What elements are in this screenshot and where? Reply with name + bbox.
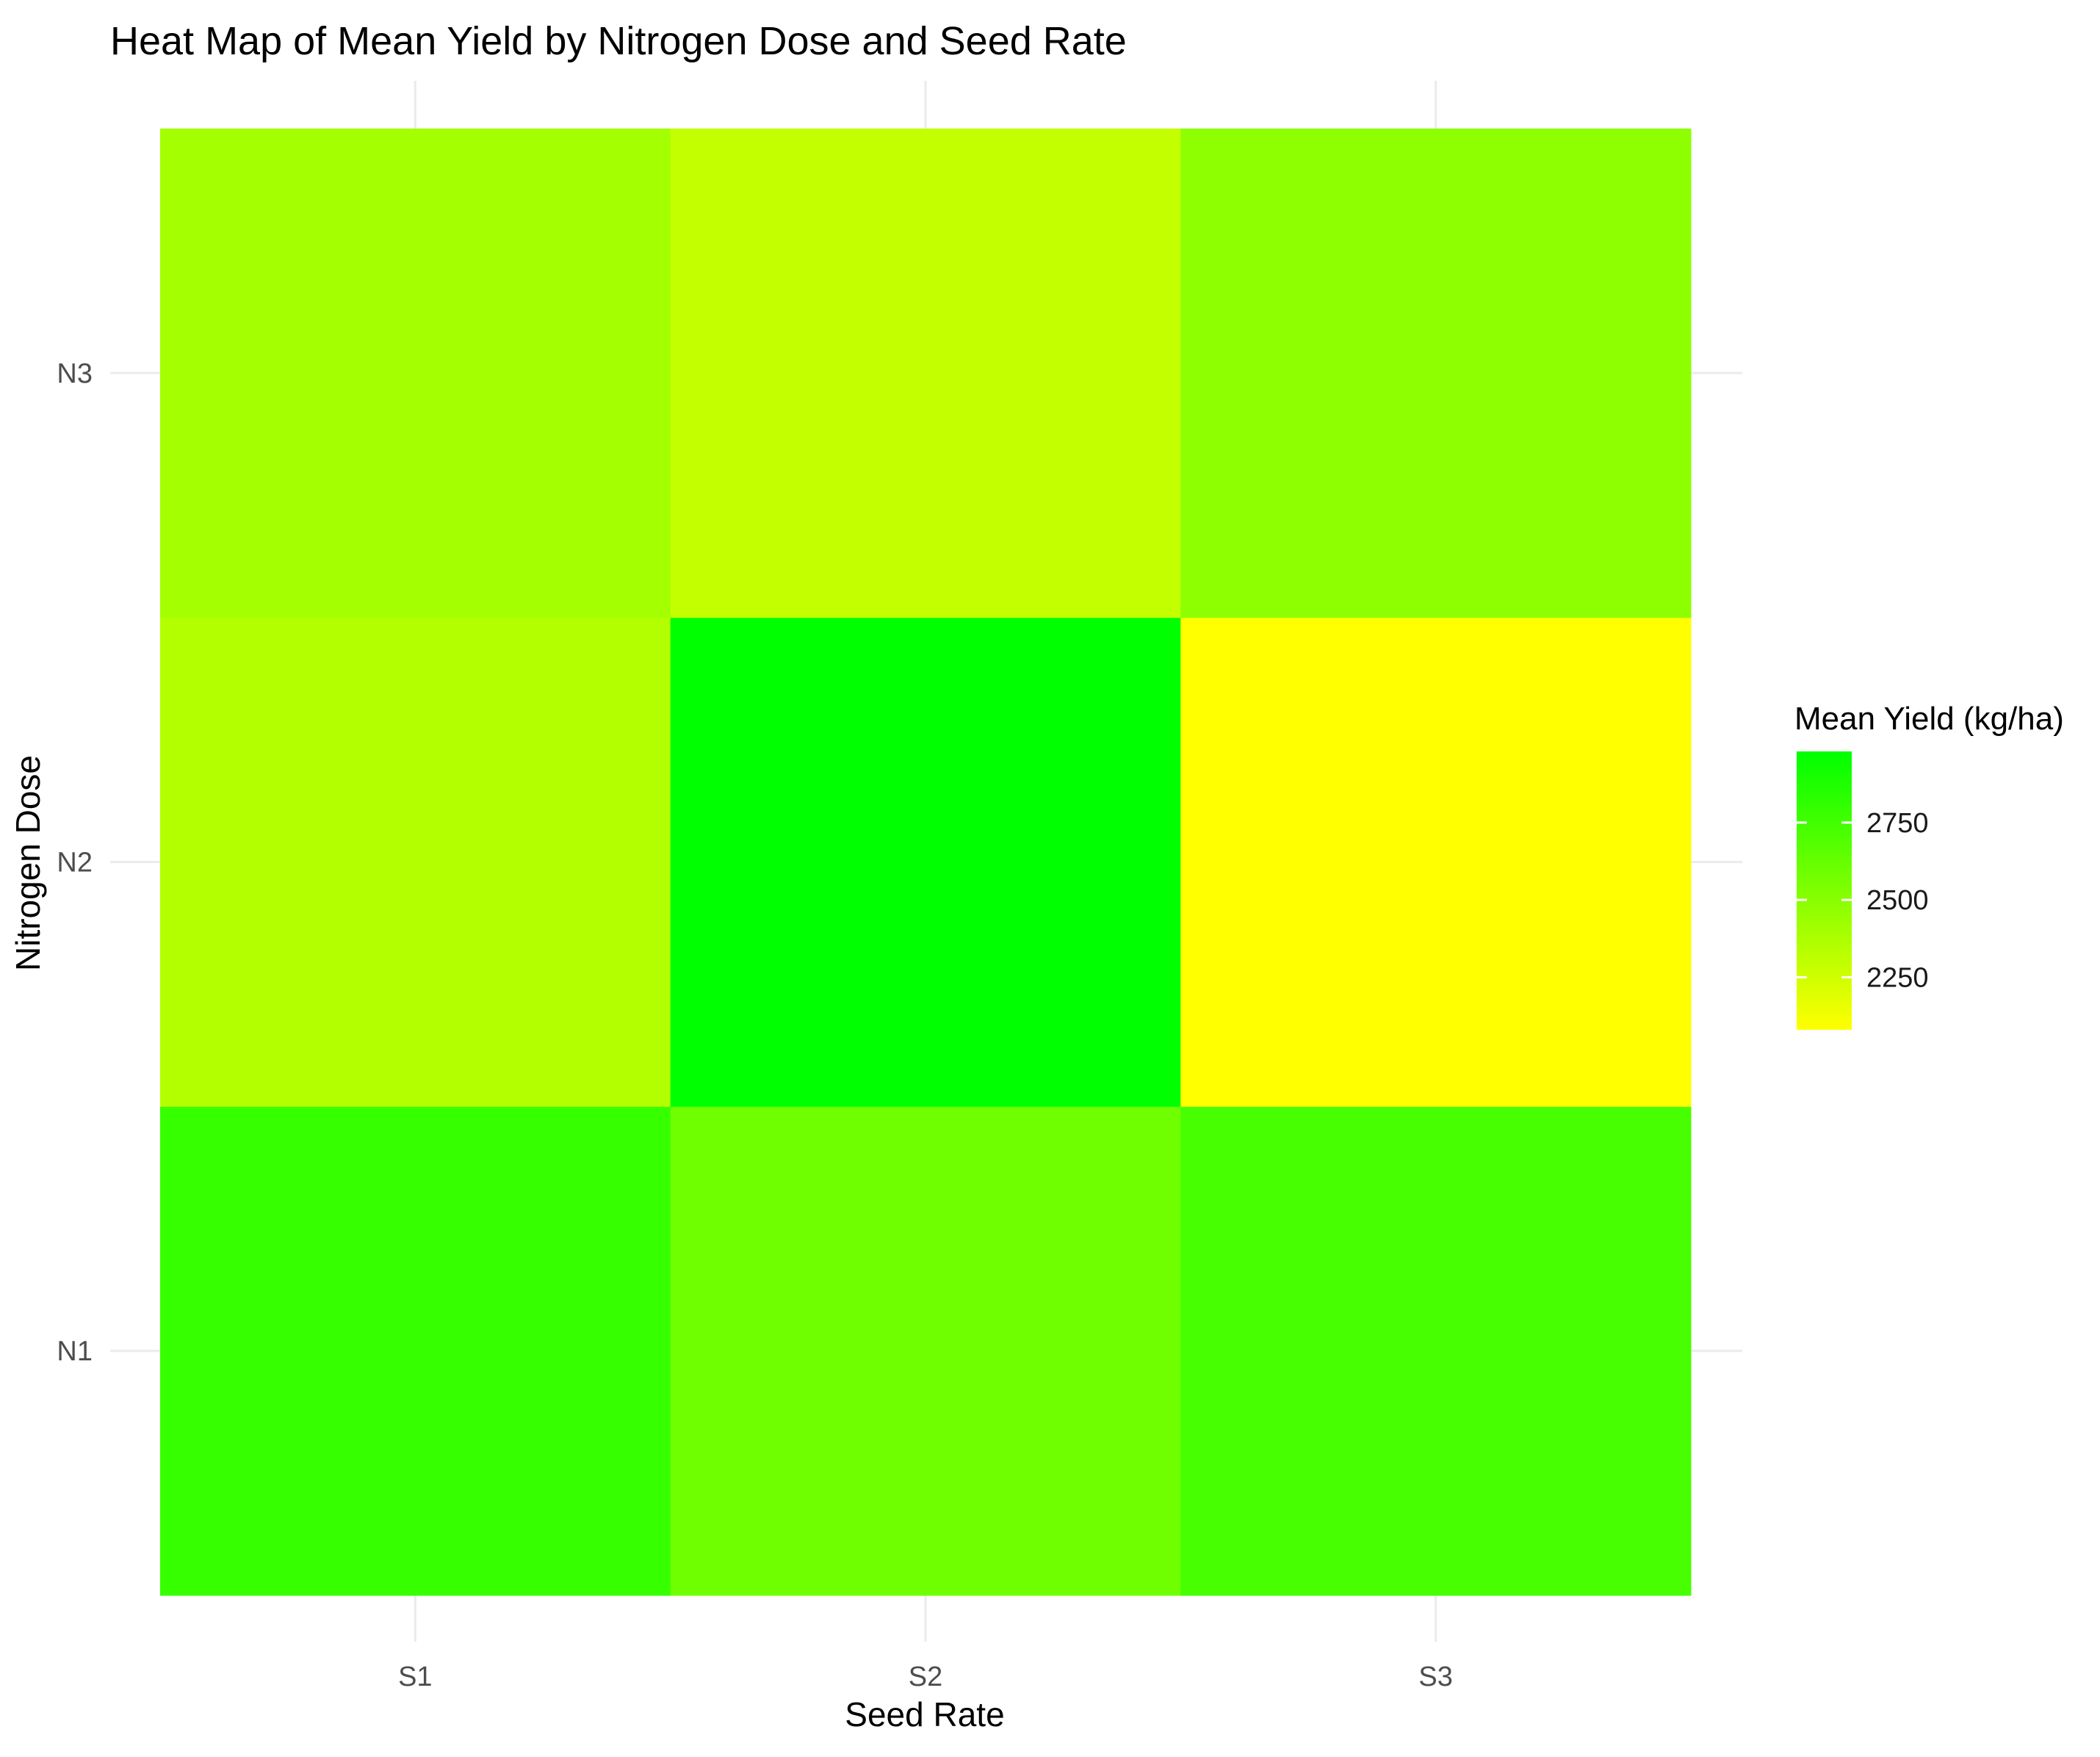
heatmap-cell-s1-n2 — [160, 617, 671, 1107]
heatmap-cell-s3-n2 — [1180, 617, 1692, 1107]
heatmap-cell-s2-n2 — [670, 617, 1181, 1107]
y-tick-label: N2 — [57, 848, 93, 878]
heatmap-cells — [160, 129, 1692, 1596]
heatmap-cell-s3-n1 — [1180, 1106, 1692, 1596]
x-axis-ticks: S1 S2 S3 — [398, 1662, 1453, 1692]
y-tick-label: N3 — [57, 358, 93, 389]
legend-color-bar — [1797, 751, 1852, 1030]
x-tick-label: S3 — [1418, 1662, 1452, 1692]
color-legend: Mean Yield (kg/ha) 2250 2500 2750 — [1794, 701, 2064, 1030]
y-axis-ticks: N1 N2 N3 — [57, 358, 93, 1367]
x-tick-label: S2 — [909, 1662, 942, 1692]
legend-title: Mean Yield (kg/ha) — [1794, 701, 2064, 737]
chart-title: Heat Map of Mean Yield by Nitrogen Dose … — [110, 19, 1127, 63]
y-axis-title: Nitrogen Dose — [9, 755, 47, 971]
legend-tick-label: 2500 — [1866, 885, 1929, 916]
x-axis-title: Seed Rate — [845, 1695, 1004, 1733]
legend-ticks: 2250 2500 2750 — [1797, 808, 1929, 993]
y-tick-label: N1 — [57, 1336, 93, 1367]
heatmap-cell-s1-n1 — [160, 1106, 671, 1596]
heatmap-cell-s3-n3 — [1180, 129, 1692, 618]
legend-tick-label: 2750 — [1866, 808, 1929, 839]
legend-tick-label: 2250 — [1866, 962, 1929, 993]
heatmap-cell-s2-n3 — [670, 129, 1181, 618]
heatmap-cell-s2-n1 — [670, 1106, 1181, 1596]
x-tick-label: S1 — [398, 1662, 432, 1692]
heatmap-cell-s1-n3 — [160, 129, 671, 618]
